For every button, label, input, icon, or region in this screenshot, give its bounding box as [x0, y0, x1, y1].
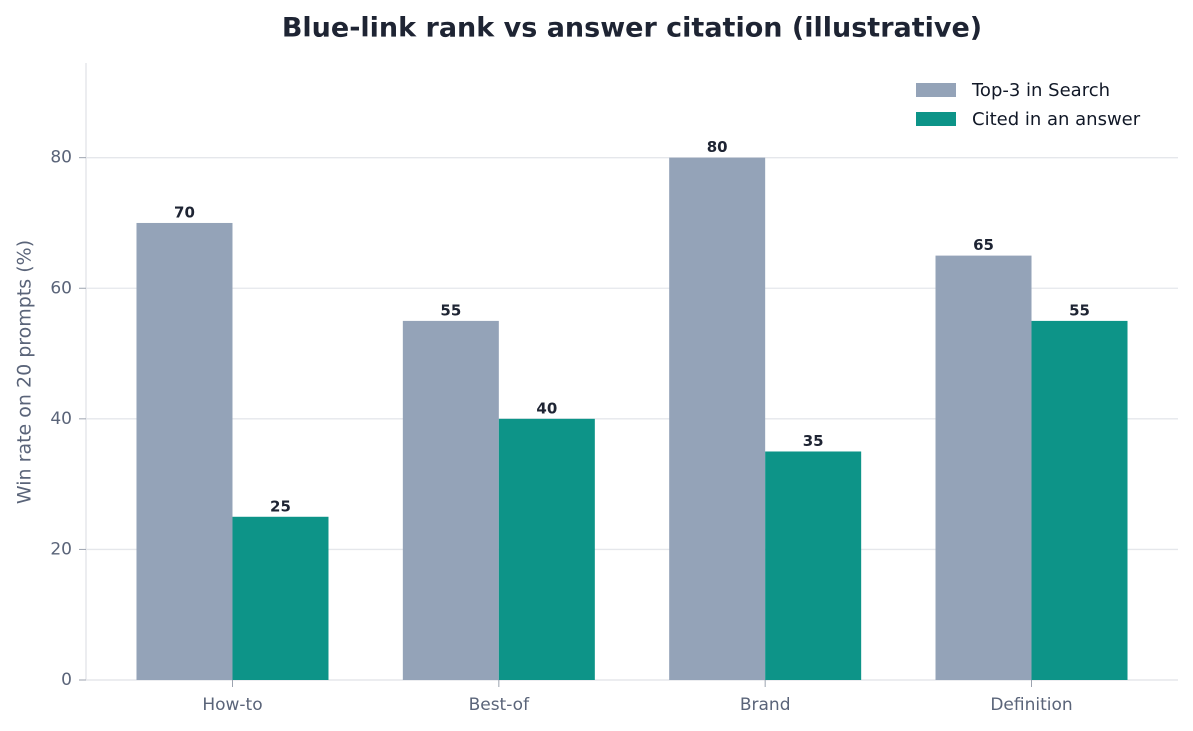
legend-label: Cited in an answer — [972, 109, 1141, 130]
bar — [935, 255, 1032, 680]
value-label: 25 — [270, 497, 291, 515]
bar — [136, 222, 233, 681]
y-axis-label: Win rate on 20 prompts (%) — [14, 240, 36, 504]
value-label: 55 — [1069, 301, 1090, 319]
value-label: 65 — [973, 236, 994, 254]
y-tick-label: 0 — [61, 670, 72, 690]
value-label: 35 — [803, 432, 824, 450]
value-label: 70 — [174, 203, 195, 221]
x-tick-label: Brand — [740, 695, 791, 715]
value-label: 40 — [536, 399, 557, 417]
legend-swatch — [916, 83, 956, 97]
chart-title: Blue-link rank vs answer citation (illus… — [282, 13, 982, 44]
bar — [765, 451, 862, 680]
value-label: 55 — [440, 301, 461, 319]
value-label: 80 — [707, 138, 728, 156]
bar — [1031, 320, 1128, 680]
y-tick-label: 60 — [50, 278, 72, 298]
y-tick-label: 80 — [50, 148, 72, 168]
y-tick-label: 20 — [50, 539, 72, 559]
legend-label: Top-3 in Search — [971, 80, 1110, 101]
bar — [402, 320, 499, 680]
bar — [669, 157, 766, 681]
x-tick-label: How-to — [202, 695, 262, 715]
bar — [498, 418, 595, 680]
x-tick-label: Definition — [990, 695, 1072, 715]
y-tick-label: 40 — [50, 409, 72, 429]
bar — [232, 516, 329, 680]
x-tick-label: Best-of — [469, 695, 530, 715]
legend-swatch — [916, 112, 956, 126]
